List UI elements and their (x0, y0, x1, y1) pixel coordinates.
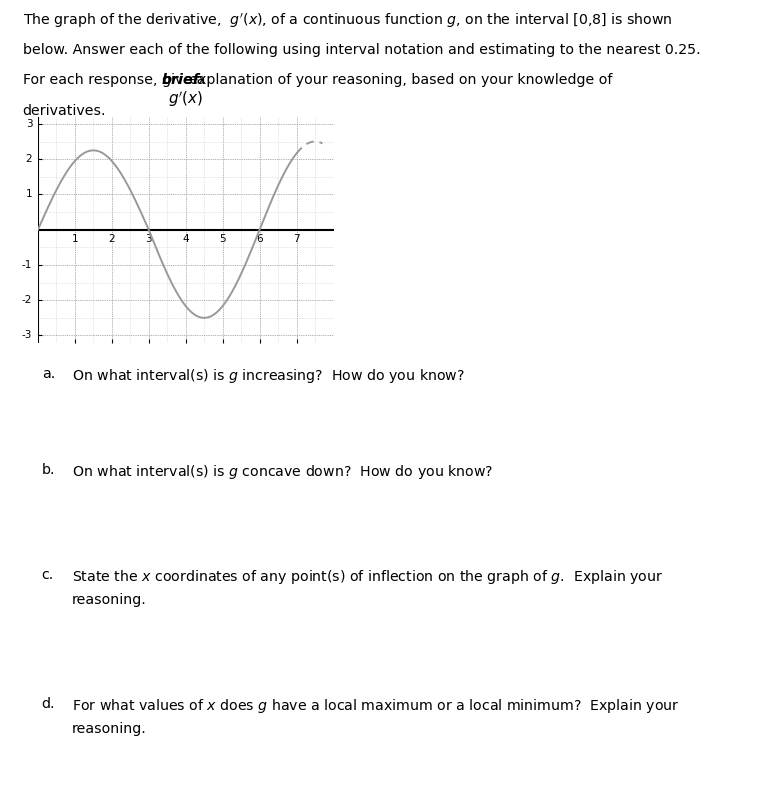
Text: State the $x$ coordinates of any point(s) of inflection on the graph of $g$.  Ex: State the $x$ coordinates of any point(s… (72, 568, 663, 607)
Text: 3: 3 (146, 234, 152, 244)
Text: 6: 6 (256, 234, 263, 244)
Text: The graph of the derivative,  $g'(x)$, of a continuous function $g$, on the inte: The graph of the derivative, $g'(x)$, of… (23, 12, 672, 31)
Text: On what interval(s) is $g$ increasing?  How do you know?: On what interval(s) is $g$ increasing? H… (72, 367, 465, 384)
Text: 1: 1 (71, 234, 78, 244)
Text: 2: 2 (108, 234, 115, 244)
Text: 7: 7 (293, 234, 300, 244)
Text: c.: c. (42, 568, 54, 582)
Text: b.: b. (42, 463, 55, 477)
Text: 1: 1 (26, 189, 33, 199)
Text: d.: d. (42, 697, 55, 711)
Text: 3: 3 (26, 119, 33, 129)
Text: On what interval(s) is $g$ concave down?  How do you know?: On what interval(s) is $g$ concave down?… (72, 463, 493, 481)
Text: -3: -3 (22, 330, 33, 340)
Text: $g'(x)$: $g'(x)$ (168, 89, 203, 109)
Text: a.: a. (42, 367, 55, 380)
Text: explanation of your reasoning, based on your knowledge of: explanation of your reasoning, based on … (185, 73, 612, 87)
Text: derivatives.: derivatives. (23, 104, 106, 118)
Text: 2: 2 (26, 154, 33, 164)
Text: For what values of $x$ does $g$ have a local maximum or a local minimum?  Explai: For what values of $x$ does $g$ have a l… (72, 697, 680, 736)
Text: 5: 5 (219, 234, 226, 244)
Text: brief: brief (161, 73, 199, 87)
Text: For each response, give a: For each response, give a (23, 73, 210, 87)
Text: -1: -1 (22, 260, 33, 270)
Text: -2: -2 (22, 295, 33, 305)
Text: below. Answer each of the following using interval notation and estimating to th: below. Answer each of the following usin… (23, 43, 700, 56)
Text: 4: 4 (183, 234, 189, 244)
